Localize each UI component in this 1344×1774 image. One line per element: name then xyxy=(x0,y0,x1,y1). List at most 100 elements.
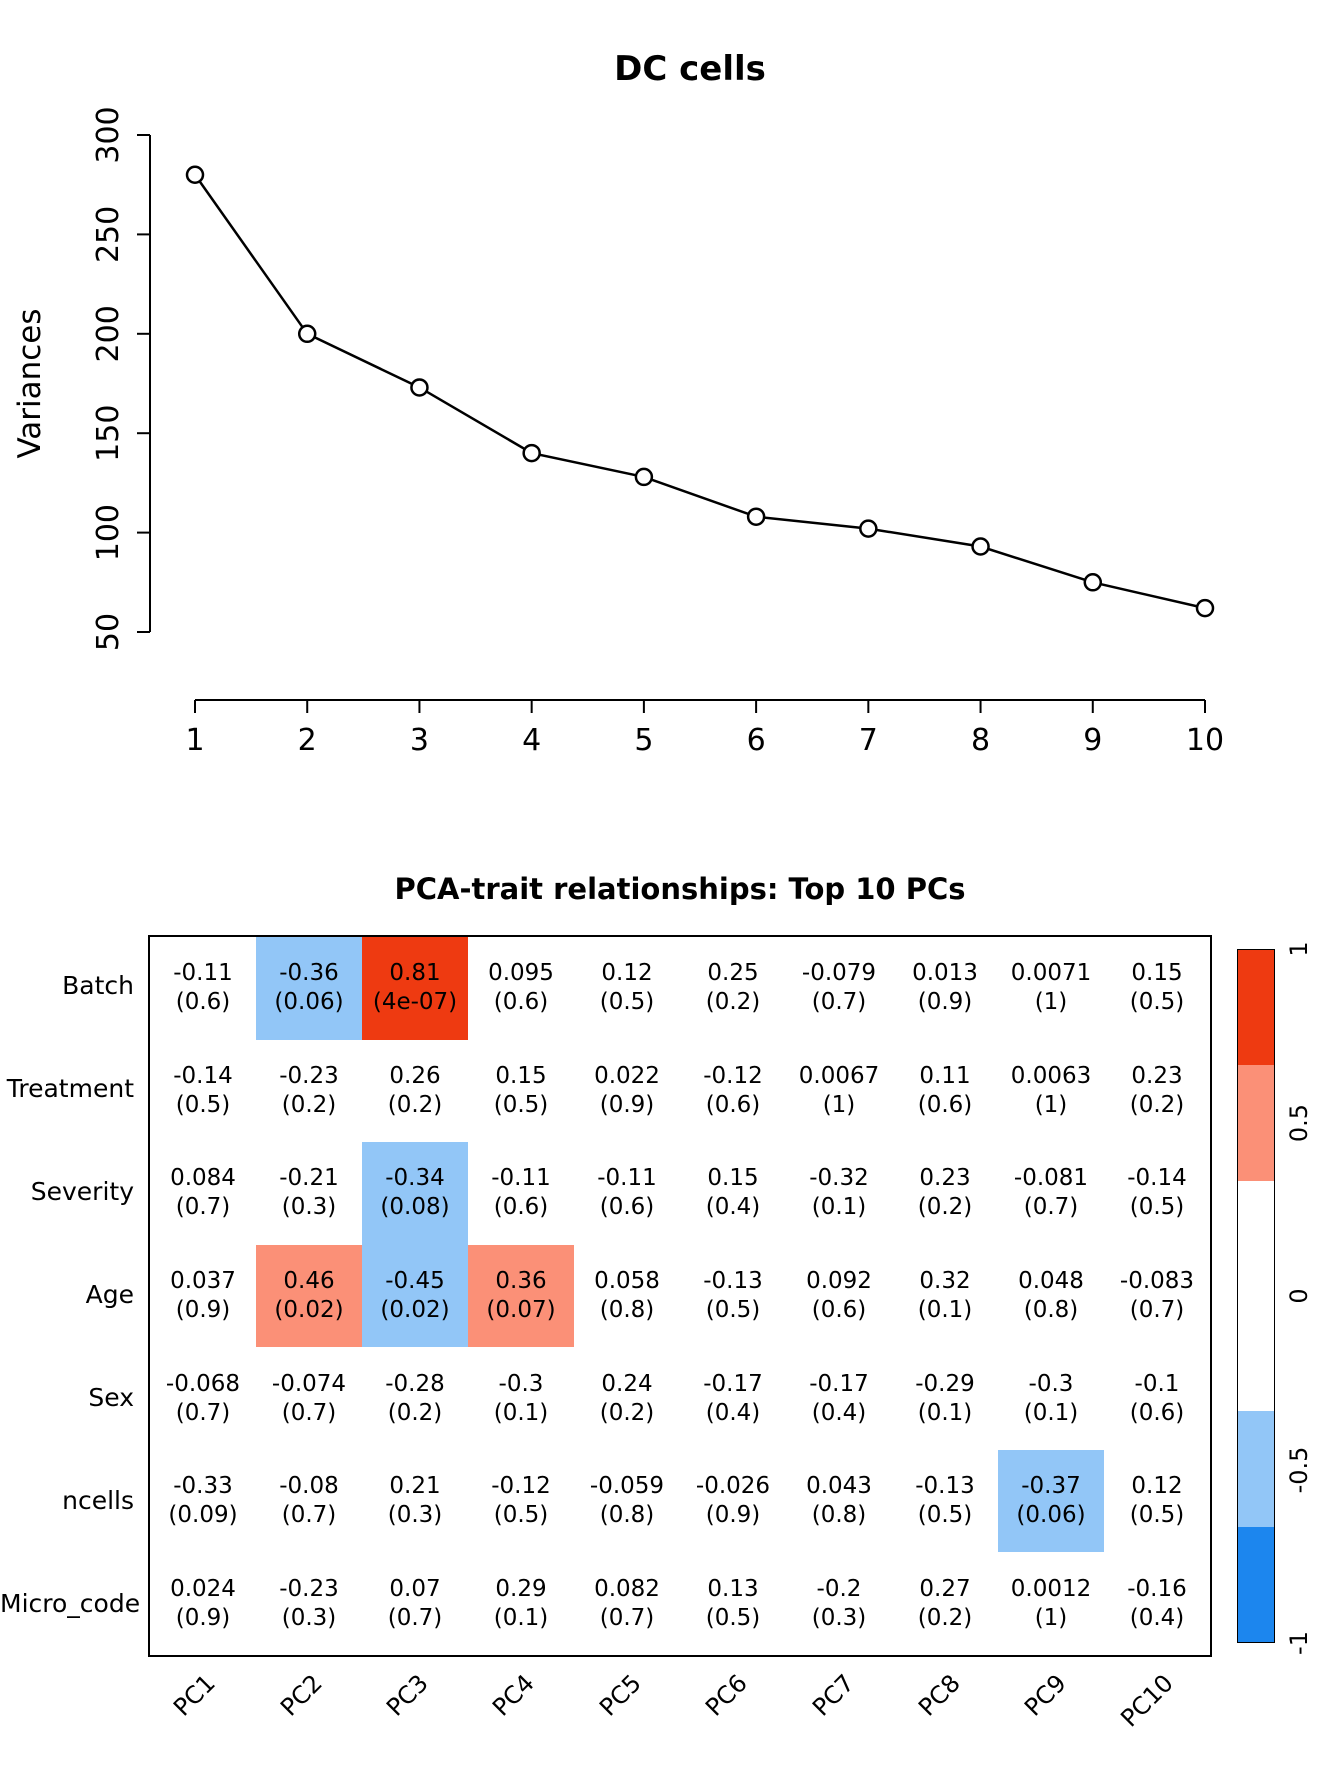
heatmap-cell-Age-PC9: 0.048 (0.8) xyxy=(998,1244,1104,1348)
heatmap-cell-Treatment-PC7: 0.0067 (1) xyxy=(786,1039,892,1143)
heatmap-cell-Treatment-PC9: 0.0063 (1) xyxy=(998,1039,1104,1143)
col-label-PC1: PC1 xyxy=(168,1669,221,1722)
heatmap-cell-Age-PC3: -0.45 (0.02) xyxy=(362,1244,468,1348)
p-value: (0.08) xyxy=(380,1194,450,1221)
col-label-PC10: PC10 xyxy=(1115,1669,1179,1733)
heatmap-cell-Age-PC5: 0.058 (0.8) xyxy=(574,1244,680,1348)
heatmap-cell-Age-PC1: 0.037 (0.9) xyxy=(150,1244,256,1348)
colorbar-light-positive xyxy=(1238,1065,1274,1181)
p-value: (0.1) xyxy=(917,1296,973,1323)
y-tick-label: 150 xyxy=(91,405,126,462)
p-value: (0.8) xyxy=(811,1502,867,1529)
heatmap-cell-Batch-PC3: 0.81 (4e-07) xyxy=(362,937,468,1040)
colorbar-light-negative xyxy=(1238,1411,1274,1527)
p-value: (0.4) xyxy=(1129,1604,1185,1631)
colorbar-strong-positive xyxy=(1238,950,1274,1066)
col-label-PC6: PC6 xyxy=(700,1669,753,1722)
heatmap-grid: -0.11 (0.6) -0.36 (0.06) 0.81 (4e-07) 0.095 (0.… xyxy=(148,935,1212,1657)
heatmap-cell-Sex-PC9: -0.3 (0.1) xyxy=(998,1347,1104,1450)
heatmap-cell-Batch-PC6: 0.25 (0.2) xyxy=(680,937,786,1040)
p-value: (0.5) xyxy=(1129,1194,1185,1221)
heatmap-cell-ncells-PC6: -0.026 (0.9) xyxy=(680,1449,786,1553)
correlation-value: 0.15 xyxy=(495,1062,547,1089)
heatmap-cell-Micro_code-PC2: -0.23 (0.3) xyxy=(256,1552,362,1655)
heatmap-cell-Sex-PC7: -0.17 (0.4) xyxy=(786,1347,892,1450)
p-value: (0.4) xyxy=(705,1399,761,1426)
scree-plot: DC cells Variances 50 100 150 200 250 300 1 2 3 4 5 6… xyxy=(12,49,1224,758)
x-tick-label: 8 xyxy=(971,723,990,758)
heatmap-cell-Micro_code-PC3: 0.07 (0.7) xyxy=(362,1552,468,1655)
row-label-Sex: Sex xyxy=(88,1383,134,1413)
col-label-PC8: PC8 xyxy=(913,1669,966,1722)
heatmap-cell-Treatment-PC2: -0.23 (0.2) xyxy=(256,1039,362,1143)
heatmap-cell-Batch-PC7: -0.079 (0.7) xyxy=(786,937,892,1040)
heatmap-cell-Micro_code-PC5: 0.082 (0.7) xyxy=(574,1552,680,1655)
correlation-value: -0.3 xyxy=(498,1370,544,1397)
heatmap-cell-Sex-PC10: -0.1 (0.6) xyxy=(1104,1347,1210,1450)
correlation-value: -0.11 xyxy=(173,960,233,987)
correlation-value: -0.12 xyxy=(491,1473,551,1500)
heatmap-cell-Age-PC7: 0.092 (0.6) xyxy=(786,1244,892,1348)
heatmap-cell-Treatment-PC6: -0.12 (0.6) xyxy=(680,1039,786,1143)
correlation-value: -0.45 xyxy=(385,1267,445,1294)
colorbar-tick-0.5: 0.5 xyxy=(1285,1103,1313,1142)
p-value: (0.4) xyxy=(705,1194,761,1221)
correlation-value: -0.059 xyxy=(589,1473,665,1500)
y-tick-label: 250 xyxy=(91,206,126,263)
scree-point xyxy=(297,324,317,344)
p-value: (0.5) xyxy=(599,989,655,1016)
col-label-PC5: PC5 xyxy=(593,1669,647,1722)
heatmap-cell-Sex-PC3: -0.28 (0.2) xyxy=(362,1347,468,1450)
heatmap-cell-Batch-PC8: 0.013 (0.9) xyxy=(892,937,998,1040)
p-value: (0.1) xyxy=(493,1604,549,1631)
correlation-value: 0.07 xyxy=(389,1575,441,1602)
correlation-value: 0.095 xyxy=(488,960,554,987)
scree-point xyxy=(522,443,541,463)
colorbar-tick-0: 0 xyxy=(1285,1288,1313,1304)
correlation-value: 0.15 xyxy=(1131,960,1183,987)
row-label-Batch: Batch xyxy=(62,970,134,1000)
p-value: (4e-07) xyxy=(372,989,458,1016)
p-value: (0.7) xyxy=(387,1604,443,1631)
p-value: (0.9) xyxy=(599,1091,655,1118)
p-value: (0.3) xyxy=(387,1502,443,1529)
x-tick-label: 2 xyxy=(298,723,317,758)
heatmap-cell-Micro_code-PC10: -0.16 (0.4) xyxy=(1104,1552,1210,1655)
correlation-value: -0.13 xyxy=(915,1473,975,1500)
p-value: (0.06) xyxy=(1016,1502,1086,1529)
correlation-value: 0.013 xyxy=(912,960,978,987)
heatmap-cell-Treatment-PC4: 0.15 (0.5) xyxy=(468,1039,574,1143)
heatmap-cell-Batch-PC1: -0.11 (0.6) xyxy=(150,937,256,1040)
p-value: (0.1) xyxy=(917,1399,973,1426)
heatmap-cell-Severity-PC5: -0.11 (0.6) xyxy=(574,1142,680,1245)
x-tick-label: 4 xyxy=(522,723,541,758)
correlation-value: -0.13 xyxy=(703,1267,763,1294)
col-label-PC3: PC3 xyxy=(381,1669,434,1722)
p-value: (0.5) xyxy=(175,1091,231,1118)
correlation-value: 0.23 xyxy=(919,1165,971,1192)
p-value: (0.5) xyxy=(1129,989,1185,1016)
correlation-value: -0.17 xyxy=(809,1370,869,1397)
heatmap-cell-Micro_code-PC1: 0.024 (0.9) xyxy=(150,1552,256,1655)
heatmap-cell-Micro_code-PC9: 0.0012 (1) xyxy=(998,1552,1104,1655)
p-value: (0.5) xyxy=(493,1502,549,1529)
heatmap-cell-Micro_code-PC8: 0.27 (0.2) xyxy=(892,1552,998,1655)
p-value: (0.09) xyxy=(168,1502,238,1529)
y-tick-label: 200 xyxy=(91,305,126,362)
p-value: (0.9) xyxy=(175,1296,231,1323)
correlation-value: -0.074 xyxy=(271,1370,347,1397)
correlation-value: -0.083 xyxy=(1119,1267,1195,1294)
heatmap-cell-Age-PC8: 0.32 (0.1) xyxy=(892,1244,998,1348)
p-value: (0.9) xyxy=(175,1604,231,1631)
p-value: (0.8) xyxy=(599,1296,655,1323)
correlation-value: -0.2 xyxy=(816,1575,862,1602)
row-label-Treatment: Treatment xyxy=(6,1073,134,1103)
p-value: (0.7) xyxy=(281,1399,337,1426)
p-value: (0.6) xyxy=(917,1091,973,1118)
row-label-Micro_code: Micro_code xyxy=(0,1589,141,1619)
heatmap-cell-Batch-PC5: 0.12 (0.5) xyxy=(574,937,680,1040)
scree-line xyxy=(193,174,1206,610)
correlation-value: -0.026 xyxy=(695,1473,771,1500)
p-value: (0.2) xyxy=(387,1399,443,1426)
scree-point xyxy=(185,165,205,185)
